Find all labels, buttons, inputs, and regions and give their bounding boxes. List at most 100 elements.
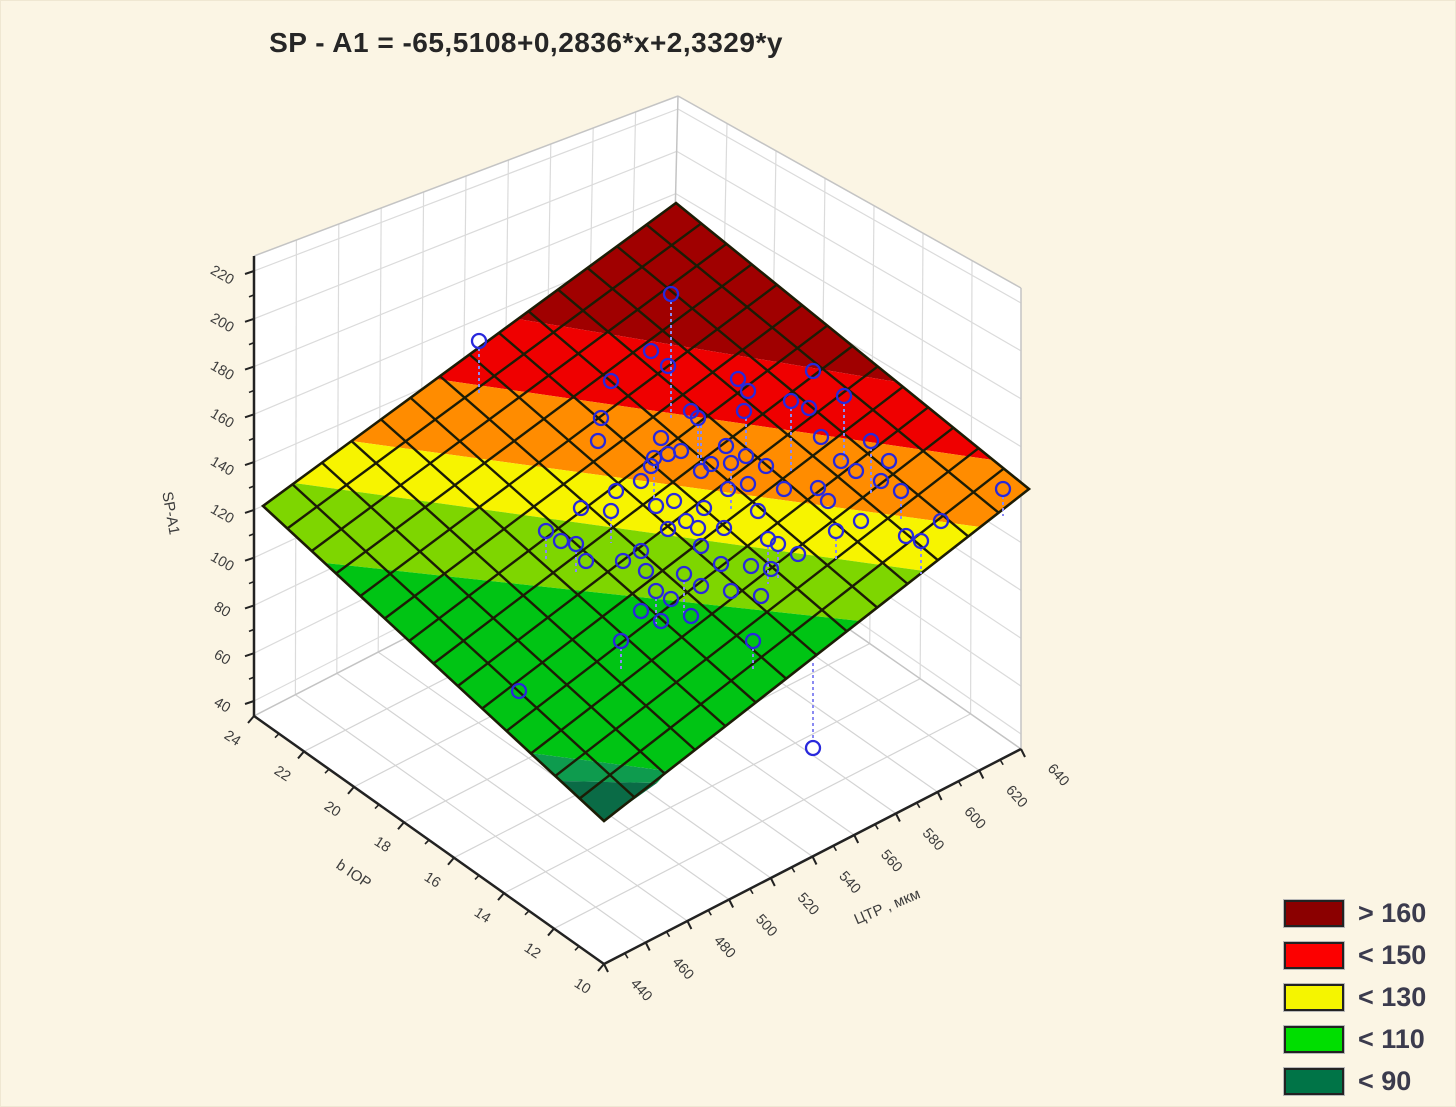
scatter-point [675,565,693,583]
y-axis-minor-tick [665,931,671,938]
right-wall-z-grid [676,150,1022,352]
x-axis-tick-label: 22 [271,763,293,785]
scatter-point [872,472,890,490]
y-axis-tick-label: 500 [752,911,780,940]
scatter-point [592,409,610,427]
scatter-point [647,582,665,600]
legend-item: < 150 [1284,940,1426,971]
z-axis-tick [244,508,255,514]
y-axis-tick-label: 460 [669,954,697,983]
z-axis-title: SP-A1 [158,490,182,536]
y-axis-tick-label: 520 [794,890,822,919]
scatter-point [662,590,680,608]
scatter-point [677,512,695,530]
surface-grid-b [439,375,787,680]
x-axis-tick-label: 16 [421,869,443,891]
scatter-point [637,562,655,580]
z-axis-tick [244,365,255,371]
scatter-point [757,457,775,475]
z-axis-tick-label: 140 [208,454,237,480]
z-axis-tick [244,413,255,419]
scatter-point [692,462,710,480]
scatter-point [737,447,755,465]
surface-band [325,563,860,771]
scatter-point [819,492,837,510]
surface-grid-b [527,310,878,609]
x-axis-tick [247,715,255,724]
surface-band [561,781,657,821]
scatter-point [692,537,710,555]
x-axis-tick [447,857,455,866]
x-axis-minor-tick [424,839,430,845]
y-axis-minor-tick [624,952,629,959]
scatter-point [812,428,830,446]
z-axis-tick [244,461,255,467]
left-wall-y-grid [294,239,297,695]
y-axis-tick-label: 580 [919,825,947,854]
surface-grid-b [645,223,1000,514]
right-wall-z-grid [677,108,1022,304]
surface-grid-b [409,396,757,704]
scatter-point [717,437,735,455]
z-axis-tick [244,604,255,610]
scatter-point [612,632,630,650]
y-axis-minor-tick [874,823,879,830]
y-axis-minor-tick [790,866,796,873]
surface-grid-b [498,331,848,633]
y-axis-minor-tick [832,845,838,852]
scatter-point [752,587,770,605]
surface-grid-b [291,483,636,799]
legend: > 160 < 150 < 130 < 110 < 90 [1284,898,1426,1097]
y-axis-tick-label: 540 [835,868,863,897]
scatter-point [712,555,730,573]
y-axis-tick-label: 440 [627,976,655,1005]
scatter-point [659,520,677,538]
y-axis-minor-tick [707,909,712,916]
z-axis-tick [244,556,255,562]
x-axis-tick-label: 10 [571,976,593,998]
y-axis-tick-label: 620 [1002,782,1030,811]
surface-outline [260,201,1032,823]
floor-x-grid [503,678,921,894]
scatter-point [589,432,607,450]
z-axis-tick [244,317,255,323]
z-axis-minor-tick [248,676,255,680]
y-axis-title: ЦТР , мкм [852,885,923,928]
surface-band [518,203,897,382]
y-axis-tick [978,770,985,779]
z-axis-tick-label: 180 [208,358,237,384]
x-axis-tick-label: 18 [371,834,393,856]
y-axis-tick [936,791,943,801]
x-axis-tick [347,786,355,795]
scatter-point [470,332,488,350]
scatter-point [537,522,555,540]
z-axis-minor-tick [248,628,255,633]
scatter-point [577,552,595,570]
box-edge [677,95,1022,289]
floor-x-grid [553,713,971,930]
surface-grid-b [557,288,909,585]
scatter-point [835,387,853,405]
scatter-point [832,452,850,470]
scatter-point [715,519,733,537]
scatter-point [645,449,663,467]
floor-y-grid [295,694,647,943]
y-axis-tick [895,813,901,822]
legend-item: < 130 [1284,982,1426,1013]
left-wall-y-grid [336,223,340,674]
scatter-point [762,560,780,578]
x-axis-tick-label: 12 [521,940,543,962]
right-wall-z-grid [675,193,1022,400]
legend-swatch [1284,1026,1344,1053]
z-axis-tick [244,700,255,705]
scatter-point [800,399,818,417]
x-axis-tick [597,963,605,972]
legend-item: < 90 [1284,1066,1426,1097]
scatter-point [672,442,690,460]
x-axis-tick-label: 14 [471,905,493,927]
x-axis-minor-tick [524,910,530,916]
legend-label: < 150 [1358,940,1427,970]
scatter-point [632,472,650,490]
y-axis-tick [769,877,776,887]
